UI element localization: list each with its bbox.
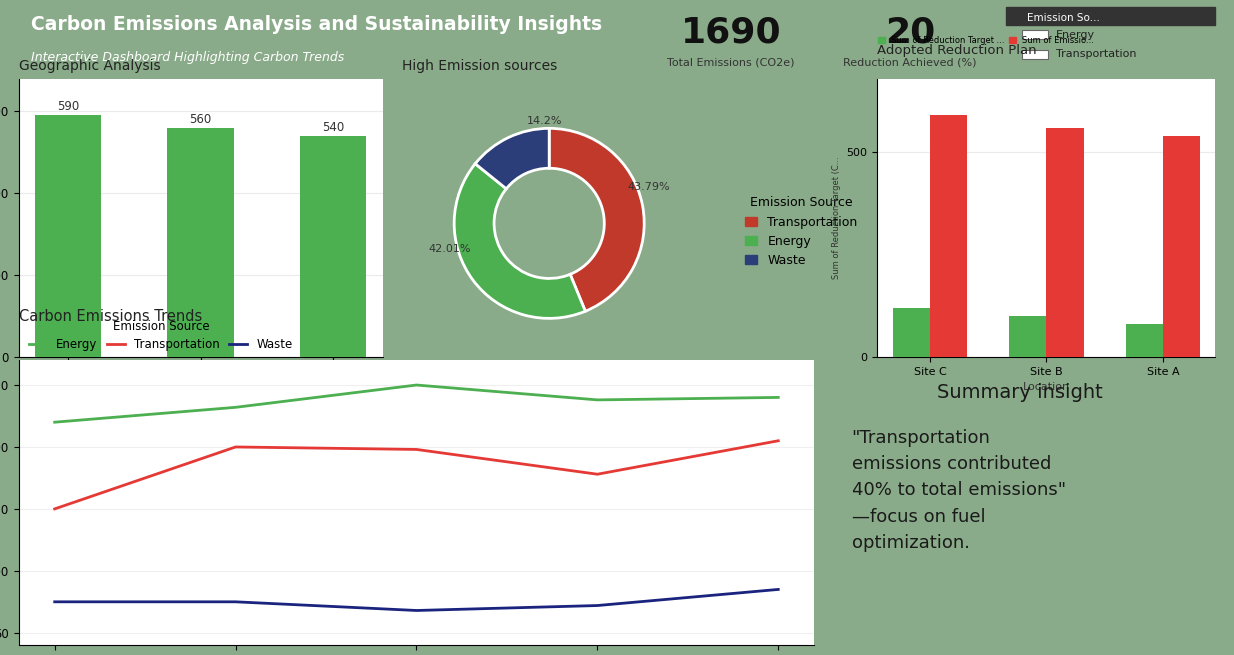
Text: 590: 590 [57, 100, 79, 113]
Text: Summary insight: Summary insight [937, 383, 1103, 402]
Text: High Emission sources: High Emission sources [402, 59, 558, 73]
Text: Carbon Emissions Trends: Carbon Emissions Trends [19, 309, 202, 324]
Legend: Transportation, Energy, Waste: Transportation, Energy, Waste [740, 193, 861, 271]
Bar [35, 115, 101, 357]
Bar [892, 308, 930, 357]
Waste [47, 598, 62, 606]
Bar [930, 115, 967, 357]
Energy [590, 396, 605, 404]
Line: Energy: Energy [54, 385, 779, 422]
Text: Carbon Emissions Analysis and Sustainability Insights: Carbon Emissions Analysis and Sustainabi… [31, 15, 602, 35]
Transportation [228, 443, 243, 451]
Waste [228, 598, 243, 606]
Energy [410, 381, 424, 389]
Bar [1009, 316, 1046, 357]
Bar [1046, 128, 1083, 357]
Y-axis label: Sum of Reduction Target (C...: Sum of Reduction Target (C... [832, 157, 842, 279]
Transportation [47, 505, 62, 513]
Text: Emission So...: Emission So... [1027, 13, 1099, 24]
Bar [1125, 324, 1162, 357]
Bar [300, 136, 366, 357]
Legend: Energy, Transportation, Waste: Energy, Transportation, Waste [25, 315, 297, 356]
Text: Geographic Analysis: Geographic Analysis [19, 59, 160, 73]
Line: Transportation: Transportation [54, 441, 779, 509]
Text: Adopted Reduction Plan: Adopted Reduction Plan [877, 44, 1037, 56]
X-axis label: Location: Location [1023, 383, 1070, 392]
Legend: Sum of Reduction Target ..., Sum of Emissio...: Sum of Reduction Target ..., Sum of Emis… [875, 33, 1098, 48]
Line: Waste: Waste [54, 590, 779, 610]
Bar [168, 128, 233, 357]
Energy [771, 394, 786, 402]
Text: 1690: 1690 [681, 16, 781, 50]
Waste [590, 601, 605, 609]
X-axis label: Location: Location [175, 385, 226, 398]
Text: 560: 560 [189, 113, 212, 126]
Text: Interactive Dashboard Highlighting Carbon Trends: Interactive Dashboard Highlighting Carbo… [31, 51, 344, 64]
Text: Energy: Energy [1056, 29, 1096, 40]
Text: Total Emissions (CO2e): Total Emissions (CO2e) [668, 57, 795, 67]
Text: 540: 540 [322, 121, 344, 134]
Transportation [410, 445, 424, 453]
Transportation [590, 470, 605, 478]
Bar [1023, 50, 1048, 59]
Bar [1162, 136, 1201, 357]
Text: "Transportation
emissions contributed
40% to total emissions"
—focus on fuel
opt: "Transportation emissions contributed 40… [851, 428, 1066, 552]
Text: Reduction Achieved (%): Reduction Achieved (%) [843, 57, 977, 67]
Energy [228, 403, 243, 411]
Text: Transportation: Transportation [1056, 49, 1137, 60]
Waste [771, 586, 786, 593]
Text: 20: 20 [885, 16, 935, 50]
Transportation [771, 437, 786, 445]
Waste [410, 607, 424, 614]
Energy [47, 419, 62, 426]
Bar [1006, 7, 1215, 25]
Bar [1023, 30, 1048, 39]
